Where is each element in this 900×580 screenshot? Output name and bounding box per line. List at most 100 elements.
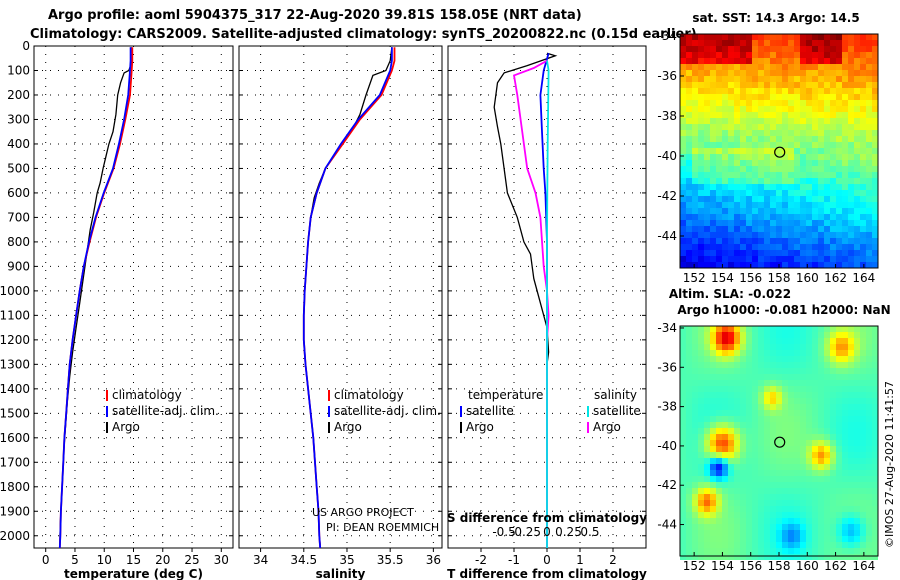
- sla-cell: [782, 374, 788, 380]
- sst-cell: [824, 244, 830, 250]
- legend-header-salinity: salinity: [594, 388, 637, 402]
- sst-cell: [764, 52, 770, 58]
- sla-cell: [680, 428, 686, 434]
- sst-cell: [794, 130, 800, 136]
- sla-cell: [728, 506, 734, 512]
- sla-cell: [764, 368, 770, 374]
- sst-cell: [866, 100, 872, 106]
- sst-cell: [686, 70, 692, 76]
- sla-cell: [806, 392, 812, 398]
- sst-cell: [728, 142, 734, 148]
- sla-cell: [806, 410, 812, 416]
- sst-cell: [800, 142, 806, 148]
- sst-cell: [686, 82, 692, 88]
- sla-cell: [770, 530, 776, 536]
- sla-cell: [872, 356, 878, 362]
- sla-cell: [872, 482, 878, 488]
- sla-cell: [746, 470, 752, 476]
- sla-cell: [836, 332, 842, 338]
- sla-cell: [866, 326, 872, 332]
- sla-cell: [836, 476, 842, 482]
- sla-cell: [794, 326, 800, 332]
- sla-cell: [680, 392, 686, 398]
- sst-cell: [854, 64, 860, 70]
- sst-cell: [818, 178, 824, 184]
- sla-cell: [782, 416, 788, 422]
- sla-cell: [752, 524, 758, 530]
- sst-cell: [764, 58, 770, 64]
- sla-cell: [734, 476, 740, 482]
- sla-cell: [806, 530, 812, 536]
- sst-cell: [716, 34, 722, 40]
- sla-cell: [842, 440, 848, 446]
- sst-cell: [818, 34, 824, 40]
- sst-cell: [806, 166, 812, 172]
- sla-cell: [692, 482, 698, 488]
- sla-cell: [848, 374, 854, 380]
- sla-cell: [764, 452, 770, 458]
- sst-cell: [698, 40, 704, 46]
- sst-cell: [830, 202, 836, 208]
- sla-cell: [824, 488, 830, 494]
- sst-cell: [866, 220, 872, 226]
- sla-cell: [854, 524, 860, 530]
- sla-cell: [692, 500, 698, 506]
- sla-cell: [824, 446, 830, 452]
- sst-cell: [740, 136, 746, 142]
- sst-cell: [806, 232, 812, 238]
- sst-cell: [860, 256, 866, 262]
- sla-cell: [728, 392, 734, 398]
- sla-cell: [860, 500, 866, 506]
- sst-cell: [776, 190, 782, 196]
- sla-cell: [806, 350, 812, 356]
- sla-cell: [740, 374, 746, 380]
- sst-cell: [800, 232, 806, 238]
- sla-cell: [764, 434, 770, 440]
- sst-cell: [680, 118, 686, 124]
- sla-cell: [686, 362, 692, 368]
- sla-cell: [812, 362, 818, 368]
- sla-cell: [722, 416, 728, 422]
- sst-cell: [704, 238, 710, 244]
- sla-cell: [842, 470, 848, 476]
- sst-cell: [710, 64, 716, 70]
- sst-cell: [680, 34, 686, 40]
- sla-cell: [716, 482, 722, 488]
- sla-cell: [680, 458, 686, 464]
- sla-cell: [740, 518, 746, 524]
- sst-cell: [794, 94, 800, 100]
- sst-cell: [824, 256, 830, 262]
- sst-cell: [740, 220, 746, 226]
- sla-cell: [800, 368, 806, 374]
- sla-cell: [854, 332, 860, 338]
- sla-cell: [836, 554, 842, 560]
- sla-cell: [800, 500, 806, 506]
- sla-cell: [854, 410, 860, 416]
- sst-cell: [800, 94, 806, 100]
- sst-cell: [848, 172, 854, 178]
- annotation-pi: PI: DEAN ROEMMICH: [326, 521, 439, 534]
- sla-cell: [698, 440, 704, 446]
- sla-cell: [716, 524, 722, 530]
- sst-cell: [824, 220, 830, 226]
- sst-cell: [716, 112, 722, 118]
- sst-cell: [698, 172, 704, 178]
- sst-cell: [788, 250, 794, 256]
- sst-cell: [710, 220, 716, 226]
- sla-cell: [776, 416, 782, 422]
- sla-cell: [830, 326, 836, 332]
- sla-cell: [854, 326, 860, 332]
- sst-cell: [788, 262, 794, 268]
- sla-cell: [788, 530, 794, 536]
- sst-cell: [692, 244, 698, 250]
- sla-cell: [848, 428, 854, 434]
- sla-cell: [728, 464, 734, 470]
- sst-cell: [740, 226, 746, 232]
- sla-cell: [854, 380, 860, 386]
- sst-cell: [818, 166, 824, 172]
- sst-cell: [716, 160, 722, 166]
- sla-cell: [794, 386, 800, 392]
- sla-cell: [812, 452, 818, 458]
- sla-cell: [824, 512, 830, 518]
- sst-cell: [812, 238, 818, 244]
